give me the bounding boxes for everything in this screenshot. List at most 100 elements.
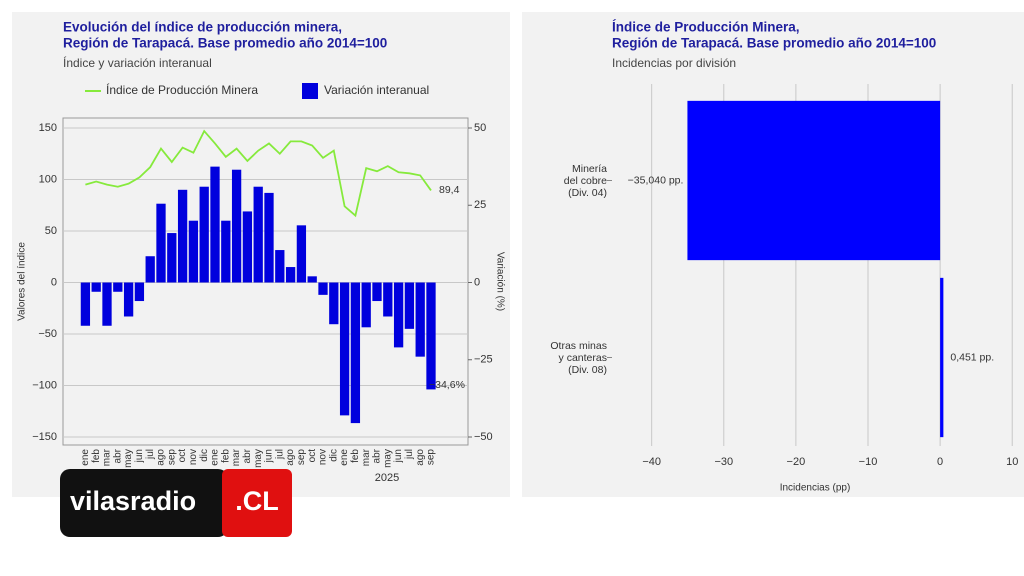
bar: [134, 282, 145, 302]
x-tick-label: dic: [328, 449, 339, 462]
chart-title: Índice de Producción Minera,: [612, 20, 800, 35]
y2-tick-label: 0: [474, 276, 480, 288]
bar: [145, 256, 155, 283]
x-tick-label: nov: [318, 449, 329, 465]
x-tick-label: ene: [339, 449, 350, 466]
data-label: −35,040 pp.: [628, 174, 684, 186]
y-axis-title: Valores del índice: [17, 242, 28, 321]
x-axis-title: Incidencias (pp): [780, 483, 851, 494]
bar: [91, 282, 101, 292]
bar: [350, 282, 361, 424]
y-tick-label: −150: [32, 431, 57, 443]
data-label: 0,451 pp.: [950, 351, 994, 363]
bar: [296, 225, 307, 283]
x-tick-label: sep: [166, 449, 177, 466]
x-tick-label: jul: [145, 449, 156, 460]
bar: [329, 282, 339, 325]
plot-frame: [62, 117, 469, 446]
bar: [404, 282, 415, 329]
y2-tick-label: −50: [474, 431, 493, 443]
bar: [275, 250, 285, 283]
y-tick-label: 100: [39, 173, 57, 185]
x-tick-label: mar: [231, 448, 242, 466]
x-tick-label: abr: [242, 448, 253, 463]
y-tick-label: 150: [39, 122, 57, 134]
x-tick-label: jul: [404, 449, 415, 460]
bar: [80, 282, 91, 326]
x-tick-label: feb: [220, 449, 231, 463]
x-tick-label: jul: [274, 449, 285, 460]
charts: Evolución del índice de producción miner…: [17, 20, 1019, 494]
bar: [372, 282, 382, 302]
y2-axis-title: Variación (%): [494, 252, 505, 311]
x-tick-label: may: [123, 449, 134, 468]
x-tick-label: jun: [393, 449, 404, 463]
logo-suffix: .CL: [235, 486, 279, 516]
y-tick-label: −50: [38, 328, 57, 340]
x-tick-label: mar: [361, 448, 372, 466]
x-tick-label: −40: [642, 456, 661, 468]
chart-title: Región de Tarapacá. Base promedio año 20…: [612, 36, 936, 51]
bar: [177, 189, 188, 283]
data-label: −34,6%: [429, 379, 465, 391]
y2-tick-label: −25: [474, 354, 493, 366]
chart-title: Región de Tarapacá. Base promedio año 20…: [63, 36, 387, 51]
bar: [285, 267, 296, 283]
bar: [393, 282, 404, 348]
y-tick-label: Minería del cobre (Div. 04): [563, 162, 607, 199]
logo: vilasradio .CL: [60, 469, 292, 537]
legend-label: Índice de Producción Minera: [106, 82, 258, 97]
x-tick-label: feb: [91, 449, 102, 463]
line: [85, 129, 432, 218]
chart-subtitle: Índice y variación interanual: [63, 55, 212, 70]
legend-swatch: [302, 83, 318, 99]
x-tick-label: jun: [264, 449, 275, 463]
x-tick-label: −10: [859, 456, 878, 468]
bar: [383, 282, 393, 317]
x-tick-label: may: [253, 449, 264, 468]
bar: [253, 186, 263, 283]
y-tick-label: −100: [32, 379, 57, 391]
x-tick-label: oct: [307, 449, 318, 463]
bar: [167, 233, 177, 283]
y2-tick-label: 25: [474, 199, 486, 211]
y-tick-label: 0: [51, 276, 57, 288]
x-tick-label: abr: [112, 448, 123, 463]
bar: [199, 186, 209, 283]
bar: [210, 166, 220, 283]
x-tick-label: may: [382, 449, 393, 468]
y-tick-label: Otras minas y canteras (Div. 08): [550, 339, 607, 376]
x-tick-label: 0: [937, 456, 943, 468]
x-tick-label: 10: [1006, 456, 1018, 468]
y-tick-label-box: Otras minas y canteras (Div. 08): [550, 339, 607, 376]
bar: [156, 203, 166, 283]
chart-title: Evolución del índice de producción miner…: [63, 20, 342, 35]
bar: [231, 169, 242, 283]
x-tick-label: ago: [415, 449, 426, 466]
y2-tick-label: 50: [474, 122, 486, 134]
bar: [318, 282, 328, 295]
y-tick-label-box: Minería del cobre (Div. 04): [563, 162, 607, 199]
bar: [339, 282, 350, 416]
x-tick-label: oct: [177, 449, 188, 463]
bar: [264, 192, 274, 283]
bar: [940, 277, 944, 438]
x-tick-label: sep: [426, 449, 437, 466]
bar: [221, 220, 231, 283]
bar: [242, 211, 253, 283]
bar: [415, 282, 425, 357]
bar: [307, 276, 317, 283]
x-tick-label: ene: [210, 449, 221, 466]
x-tick-label: jun: [134, 449, 145, 463]
x-tick-label: feb: [350, 449, 361, 463]
bar: [188, 220, 199, 283]
logo-black: [60, 469, 228, 537]
bar: [123, 282, 134, 317]
bar: [113, 282, 123, 292]
legend-label: Variación interanual: [324, 83, 429, 97]
y-tick-label: 50: [45, 225, 57, 237]
x-tick-label: −30: [714, 456, 733, 468]
bar: [426, 282, 436, 390]
